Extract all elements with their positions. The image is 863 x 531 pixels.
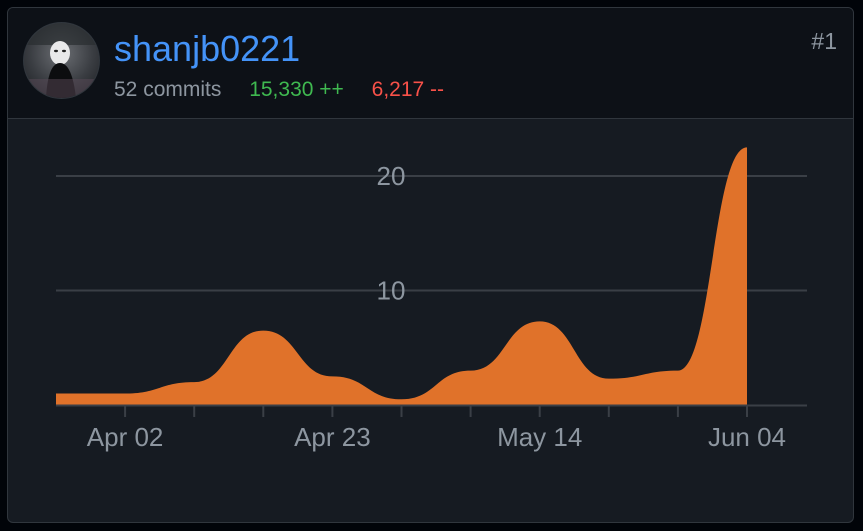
contributor-card: shanjb0221 52 commits 15,330 ++ 6,217 --…	[7, 7, 854, 523]
area-series	[56, 147, 747, 405]
y-tick-label: 20	[377, 161, 406, 191]
x-tick-label: May 14	[497, 422, 582, 452]
rank-badge: #1	[811, 28, 837, 54]
x-tick-label: Apr 02	[87, 422, 164, 452]
contributor-header: shanjb0221 52 commits 15,330 ++ 6,217 --…	[8, 8, 853, 119]
avatar-image-icon	[24, 23, 99, 98]
commits-area	[56, 147, 747, 405]
x-tick-label: Jun 04	[708, 422, 786, 452]
x-tick-label: Apr 23	[294, 422, 371, 452]
avatar[interactable]	[24, 23, 99, 98]
username-link[interactable]: shanjb0221	[114, 28, 301, 69]
commits-area-chart: Apr 02 Apr 23 May 14 Jun 04 10 20	[56, 147, 807, 452]
y-tick-label: 10	[377, 276, 406, 306]
contributor-stats: 52 commits 15,330 ++ 6,217 --	[114, 77, 466, 103]
commits-count[interactable]: 52 commits	[114, 78, 222, 101]
additions-count: 15,330 ++	[249, 78, 344, 101]
x-axis: Apr 02 Apr 23 May 14 Jun 04	[56, 404, 807, 452]
y-tick-labels: 10 20	[377, 161, 406, 306]
grid-lines	[56, 175, 807, 292]
deletions-count: 6,217 --	[371, 78, 445, 101]
